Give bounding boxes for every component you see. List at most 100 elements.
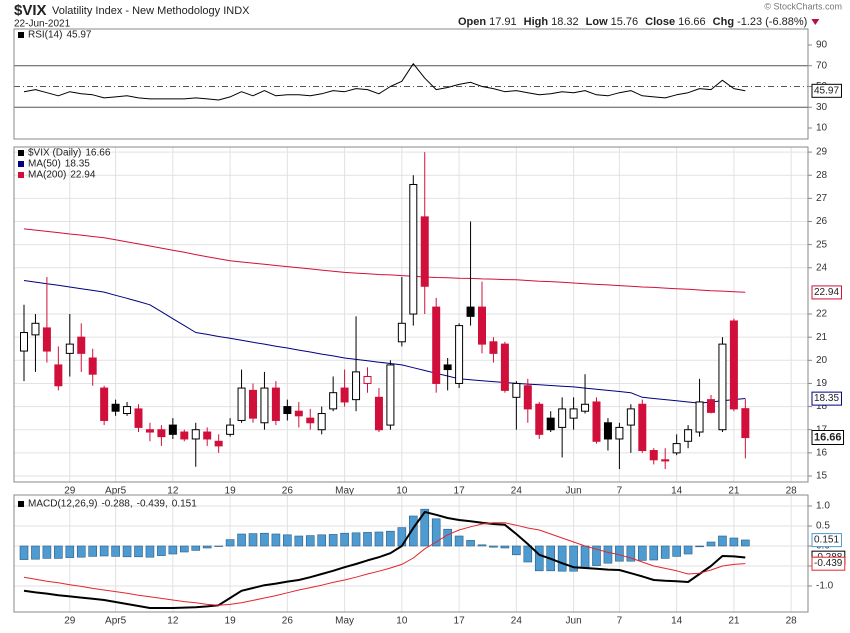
histogram-bar: [65, 545, 75, 558]
legend-text: 0.151: [172, 499, 197, 510]
x-tick-label: 14: [671, 486, 683, 497]
y-tick-label: 19: [816, 378, 828, 389]
histogram-bar: [157, 545, 166, 556]
y-tick-label: 0.5: [816, 521, 830, 532]
candle-body: [569, 408, 578, 419]
y-tick-label: 1.0: [816, 501, 830, 512]
y-tick-label: -1.0: [816, 581, 834, 592]
security-name: Volatility Index - New Methodology INDX: [52, 5, 250, 17]
value-tag: 16.66: [814, 431, 842, 443]
value-tag-box: [811, 429, 845, 445]
candle-body: [626, 408, 635, 426]
histogram-bar: [99, 545, 109, 557]
candle-body: [684, 429, 693, 442]
panel-border: [13, 28, 809, 140]
histogram-bar: [512, 545, 521, 556]
x-tick-label: 7: [617, 616, 623, 627]
quote-label: Low: [586, 16, 608, 28]
candle-body: [695, 401, 704, 433]
watermark: © StockCharts.com: [764, 1, 842, 11]
histogram-bar: [31, 545, 40, 560]
candle-body: [374, 396, 383, 431]
candle-body: [672, 443, 681, 454]
histogram-bar: [168, 545, 178, 555]
candle-body: [294, 410, 303, 417]
histogram-bar: [672, 545, 681, 557]
candle-body: [718, 343, 727, 431]
histogram-bar: [271, 533, 281, 547]
x-tick-label: 17: [454, 616, 466, 627]
candle-body: [420, 216, 429, 287]
histogram-bar: [500, 545, 510, 549]
legend-text: 16.66: [85, 148, 110, 159]
candle-body: [649, 450, 658, 461]
value-tag: -0.439: [814, 558, 843, 569]
candle-body: [352, 371, 361, 401]
candle-body: [500, 343, 509, 391]
macd-line: [23, 522, 746, 606]
candle-body: [397, 322, 406, 343]
x-tick-label: 29: [64, 616, 76, 627]
legend-text: -0.439,: [137, 499, 168, 510]
histogram-bar: [466, 540, 475, 547]
histogram-bar: [626, 545, 636, 562]
quote-value: 17.91: [489, 16, 517, 28]
histogram-bar: [111, 545, 120, 557]
histogram-bar: [408, 515, 418, 547]
candle-body: [237, 387, 246, 421]
candle-body: [111, 403, 120, 412]
x-tick-label: 19: [225, 486, 237, 497]
quote-value: -1.23: [737, 16, 762, 28]
candle-body: [729, 320, 738, 410]
x-tick-label: Apr5: [105, 616, 127, 627]
legend-marker: [18, 161, 24, 167]
x-tick-label: 24: [511, 486, 523, 497]
value-tag-box: [811, 391, 842, 406]
x-tick-label: May: [335, 616, 354, 627]
legend-text: $VIX (Daily): [28, 148, 81, 159]
histogram-bar: [19, 545, 29, 560]
candle-body: [214, 440, 223, 447]
y-tick-label: 16: [816, 447, 828, 458]
quote-value: 16.66: [678, 16, 706, 28]
moving-average-line: [23, 280, 746, 404]
histogram-bar: [420, 508, 430, 547]
histogram-bar: [180, 545, 189, 553]
candle-body: [180, 431, 189, 440]
value-tag: 45.97: [814, 85, 839, 96]
candle-body: [65, 343, 74, 354]
candle-body: [340, 387, 349, 403]
legend-text: 45.97: [66, 30, 91, 41]
candle-body: [535, 403, 544, 435]
x-tick-label: 21: [728, 486, 740, 497]
x-tick-label: 12: [167, 616, 179, 627]
x-tick-label: 10: [396, 616, 408, 627]
histogram-bar: [729, 537, 739, 547]
histogram-bar: [580, 545, 590, 569]
histogram-bar: [237, 533, 246, 547]
x-tick-label: 26: [282, 616, 294, 627]
candle-body: [77, 336, 86, 354]
candle-body: [546, 417, 555, 431]
x-tick-label: 21: [728, 616, 740, 627]
y-tick-label: 28: [816, 170, 828, 181]
x-tick-label: 24: [511, 616, 523, 627]
histogram-bar: [741, 539, 750, 547]
y-tick-label: 17: [816, 424, 828, 435]
value-tag-box: [811, 533, 842, 548]
quote-label: High: [524, 16, 549, 28]
histogram-bar: [202, 545, 212, 549]
histogram-bar: [248, 533, 258, 547]
value-tag: 0.151: [814, 535, 839, 546]
candle-body: [363, 376, 372, 384]
histogram-bar: [557, 545, 567, 572]
x-tick-label: 28: [786, 616, 798, 627]
histogram-bar: [363, 532, 372, 547]
candle-body: [603, 422, 612, 440]
date: 22-Jun-2021: [14, 19, 71, 30]
candle-body: [466, 306, 475, 317]
candle-body: [707, 399, 715, 413]
candle-body: [31, 322, 40, 336]
legend-text: MA(50): [28, 159, 61, 170]
quote-value: 18.32: [551, 16, 579, 28]
